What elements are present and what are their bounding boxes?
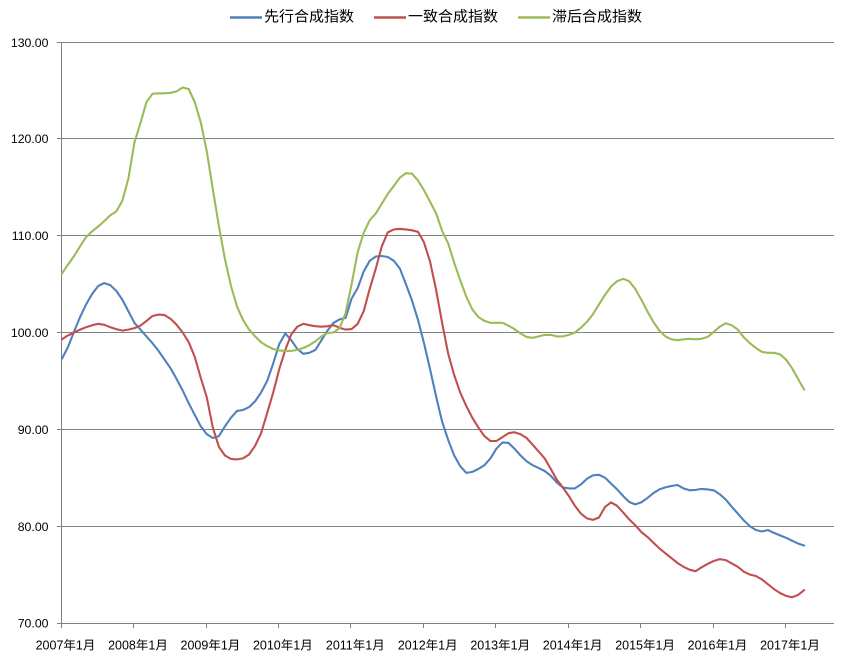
svg-text:110.00: 110.00 <box>12 229 49 243</box>
svg-text:2012年1月: 2012年1月 <box>398 639 458 653</box>
svg-text:2009年1月: 2009年1月 <box>181 639 241 653</box>
svg-text:70.00: 70.00 <box>18 616 49 630</box>
svg-text:先行合成指数: 先行合成指数 <box>264 6 354 27</box>
svg-text:80.00: 80.00 <box>18 520 49 534</box>
svg-text:100.00: 100.00 <box>11 326 49 340</box>
svg-text:2007年1月: 2007年1月 <box>36 639 96 653</box>
svg-text:2011年1月: 2011年1月 <box>326 639 385 653</box>
svg-text:2014年1月: 2014年1月 <box>543 639 603 653</box>
svg-text:一致合成指数: 一致合成指数 <box>408 6 498 27</box>
svg-text:2015年1月: 2015年1月 <box>615 639 675 653</box>
svg-text:2013年1月: 2013年1月 <box>470 639 530 653</box>
svg-text:2017年1月: 2017年1月 <box>760 639 820 653</box>
svg-text:2008年1月: 2008年1月 <box>108 639 168 653</box>
svg-text:滞后合成指数: 滞后合成指数 <box>552 6 642 27</box>
svg-text:130.00: 130.00 <box>11 36 49 50</box>
svg-text:90.00: 90.00 <box>18 423 49 437</box>
svg-text:2010年1月: 2010年1月 <box>253 639 313 653</box>
svg-text:120.00: 120.00 <box>11 132 49 146</box>
svg-text:2016年1月: 2016年1月 <box>688 639 748 653</box>
